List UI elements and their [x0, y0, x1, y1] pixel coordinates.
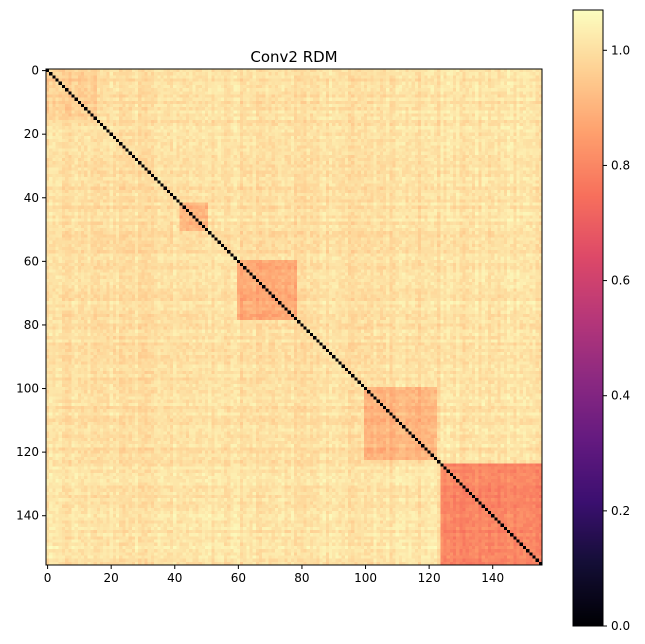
colorbar-tick-label: 0.2	[611, 504, 630, 518]
x-tick-label: 120	[418, 571, 441, 585]
y-tick-label: 80	[24, 318, 39, 332]
y-tick-label: 120	[16, 445, 39, 459]
x-axis: 0 20 40 60 80 100 120 140	[44, 565, 504, 585]
x-tick-label: 60	[231, 571, 246, 585]
y-tick-label: 20	[24, 127, 39, 141]
chart-title: Conv2 RDM	[250, 48, 337, 66]
colorbar-axis: 0.0 0.2 0.4 0.6 0.8 1.0	[603, 43, 630, 633]
x-tick-label: 100	[354, 571, 377, 585]
y-tick-label: 100	[16, 382, 39, 396]
x-tick-label: 40	[167, 571, 182, 585]
colorbar-gradient	[573, 10, 603, 626]
y-tick-label: 40	[24, 191, 39, 205]
colorbar-tick-label: 0.4	[611, 389, 630, 403]
colorbar-tick-label: 0.0	[611, 619, 630, 633]
y-tick-label: 60	[24, 254, 39, 268]
x-tick-label: 80	[294, 571, 309, 585]
x-tick-label: 20	[104, 571, 119, 585]
colorbar-tick-label: 0.8	[611, 158, 630, 172]
y-tick-label: 0	[31, 64, 39, 78]
heatmap-frame	[45, 68, 543, 566]
y-axis: 0 20 40 60 80 100 120 140	[16, 64, 46, 523]
heatmap-image	[46, 69, 542, 565]
colorbar-tick-label: 0.6	[611, 274, 630, 288]
colorbar-tick-label: 1.0	[611, 43, 630, 57]
colorbar-frame	[572, 9, 604, 627]
y-tick-label: 140	[16, 509, 39, 523]
x-tick-label: 140	[481, 571, 504, 585]
x-tick-label: 0	[44, 571, 52, 585]
